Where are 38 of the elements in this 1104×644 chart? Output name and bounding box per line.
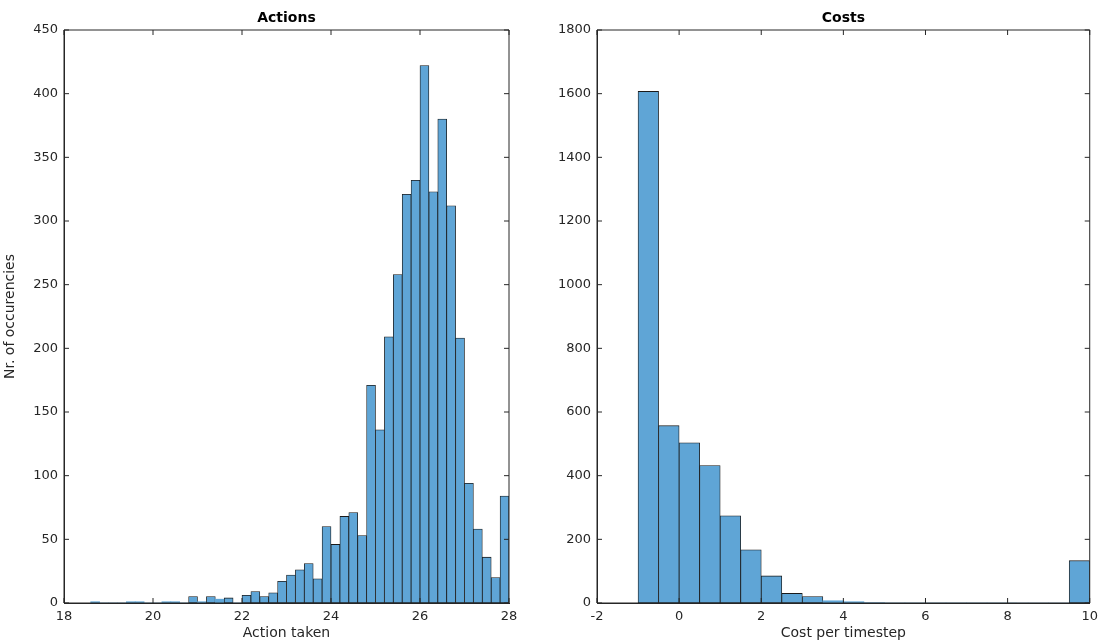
x-axis-title: Cost per timestep — [780, 624, 907, 641]
y-tick-label: 0 — [582, 594, 591, 610]
x-tick-label: 24 — [322, 608, 340, 624]
y-tick-label: 1400 — [557, 148, 591, 164]
x-tick-label: 0 — [674, 608, 684, 624]
y-tick-label: 50 — [41, 530, 58, 546]
x-tick-label: 4 — [839, 608, 848, 624]
y-tick-label: 1800 — [557, 21, 591, 37]
y-tick-label: 200 — [33, 339, 58, 355]
x-tick-label: 2 — [757, 608, 766, 624]
x-tick-label: 26 — [411, 608, 429, 624]
x-axis-title: Action taken — [242, 624, 331, 641]
x-tick-label: 6 — [921, 608, 930, 624]
y-axis-title: Nr. of occurencies — [1, 253, 18, 380]
y-tick-label: 400 — [566, 467, 591, 483]
chart-title: Costs — [821, 8, 865, 25]
x-tick-label: 28 — [500, 608, 518, 624]
y-tick-label: 250 — [33, 276, 58, 292]
y-tick-label: 0 — [49, 594, 58, 610]
y-tick-label: 150 — [33, 403, 58, 419]
y-tick-label: 400 — [33, 85, 58, 101]
x-tick-label: 20 — [144, 608, 162, 624]
x-tick-label: 10 — [1081, 608, 1098, 624]
y-tick-label: 200 — [566, 530, 591, 546]
y-tick-label: 800 — [566, 339, 591, 355]
chart-title: Actions — [257, 8, 316, 25]
y-tick-label: 600 — [566, 403, 591, 419]
y-tick-label: 450 — [33, 21, 58, 37]
x-tick-label: 18 — [55, 608, 73, 624]
y-tick-label: 300 — [33, 212, 58, 228]
x-tick-label: -2 — [590, 608, 604, 624]
y-tick-label: 1600 — [557, 85, 591, 101]
y-tick-label: 1200 — [557, 212, 591, 228]
y-tick-label: 350 — [33, 148, 58, 164]
y-tick-label: 100 — [33, 467, 58, 483]
x-tick-label: 22 — [233, 608, 251, 624]
x-tick-label: 8 — [1003, 608, 1012, 624]
y-tick-label: 1000 — [557, 276, 591, 292]
